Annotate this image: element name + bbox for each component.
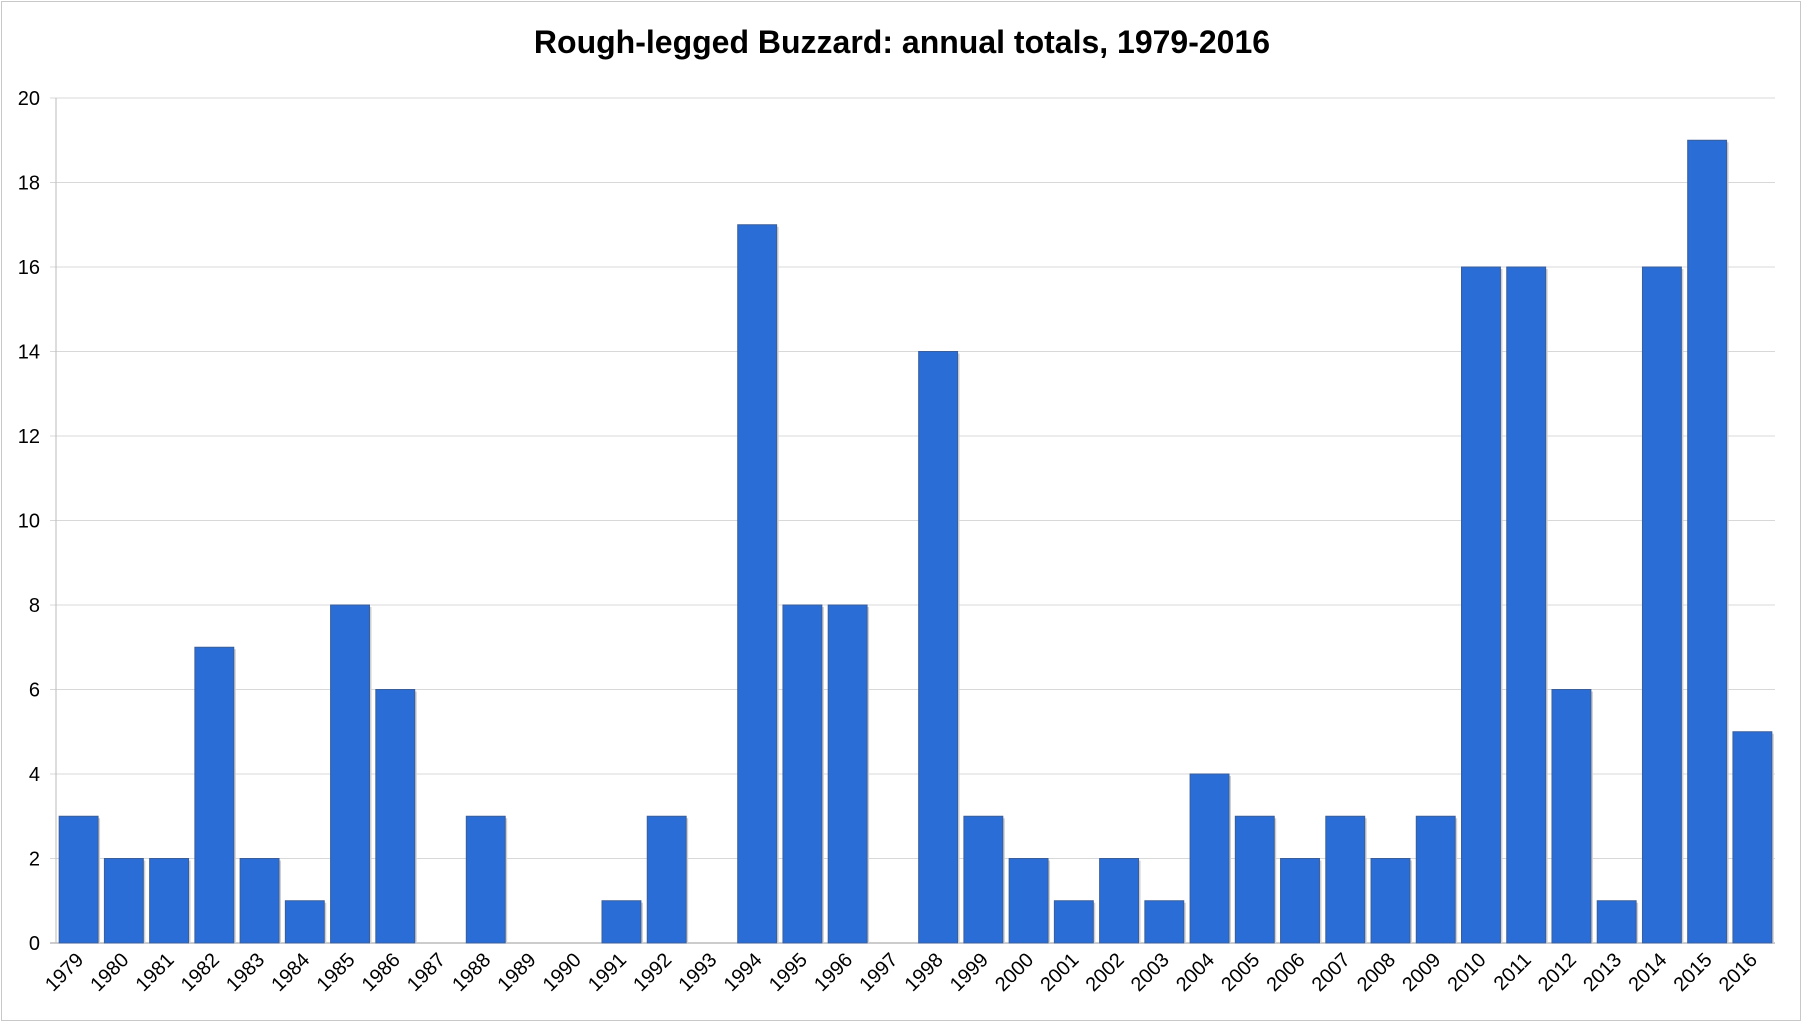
x-tick-label: 1995 [765, 949, 812, 996]
x-tick-label: 1985 [313, 949, 360, 996]
x-tick-label: 1992 [629, 949, 676, 996]
bar-1991 [601, 900, 642, 944]
x-tick-label: 1983 [222, 949, 269, 996]
bar-1999 [963, 815, 1004, 944]
bar-2009 [1415, 815, 1456, 944]
bar-2004 [1189, 773, 1230, 944]
x-tick-label: 1994 [720, 949, 767, 996]
y-tick-label: 12 [18, 426, 40, 448]
bar-2006 [1280, 858, 1320, 944]
x-tick-label: 1990 [539, 949, 586, 996]
x-tick-label: 1988 [448, 949, 495, 996]
bar-1994 [737, 224, 778, 944]
y-tick-label: 18 [18, 173, 40, 195]
y-tick-label: 16 [18, 257, 40, 279]
x-tick-label: 2003 [1127, 949, 1174, 996]
x-tick-label: 1998 [901, 949, 948, 996]
x-tick-label: 2000 [991, 949, 1038, 996]
x-tick-label: 1980 [86, 949, 133, 996]
x-tick-label: 1997 [855, 949, 902, 996]
x-tick-label: 1984 [267, 949, 314, 996]
x-tick-label: 1999 [946, 949, 993, 996]
bar-2013 [1596, 900, 1637, 944]
bar-2016 [1732, 731, 1773, 944]
bar-2003 [1144, 900, 1185, 944]
y-tick-label: 14 [18, 342, 40, 364]
chart-title: Rough-legged Buzzard: annual totals, 197… [533, 24, 1271, 60]
x-tick-label: 2002 [1082, 949, 1129, 996]
y-tick-label: 6 [29, 680, 40, 702]
x-tick-label: 1979 [41, 949, 88, 996]
bar-2012 [1551, 689, 1592, 944]
y-tick-label: 8 [29, 595, 40, 617]
x-tick-label: 2004 [1172, 949, 1219, 996]
x-tick-label: 2006 [1263, 949, 1310, 996]
bar-1992 [646, 815, 687, 944]
bar-1983 [239, 858, 280, 944]
bar-2010 [1461, 266, 1501, 944]
x-tick-label: 2013 [1579, 949, 1626, 996]
x-tick-label: 1993 [674, 949, 721, 996]
y-tick-label: 0 [29, 933, 40, 955]
bar-2008 [1370, 858, 1411, 944]
bar-1998 [918, 351, 959, 944]
x-tick-label: 2007 [1308, 949, 1355, 996]
x-tick-label: 1982 [177, 949, 224, 996]
bar-1986 [375, 689, 416, 944]
x-tick-label: 1989 [493, 949, 540, 996]
bar-1996 [827, 604, 868, 944]
x-tick-label: 1996 [810, 949, 857, 996]
bar-2005 [1234, 815, 1275, 944]
bar-1980 [103, 858, 144, 944]
bar-2000 [1008, 858, 1049, 944]
x-tick-label: 2011 [1490, 949, 1536, 995]
bar-2011 [1506, 266, 1547, 944]
x-tick-label: 2008 [1353, 949, 1400, 996]
x-tick-label: 1986 [358, 949, 405, 996]
bar-1984 [284, 900, 325, 944]
y-tick-label: 2 [29, 849, 40, 871]
bar-1982 [194, 646, 235, 944]
y-tick-label: 20 [18, 88, 40, 110]
x-tick-label: 2016 [1715, 949, 1762, 996]
x-tick-label: 2012 [1534, 949, 1581, 996]
bar-2001 [1053, 900, 1094, 944]
y-tick-label: 10 [18, 511, 40, 533]
bar-2007 [1325, 815, 1366, 944]
x-tick-label: 2010 [1443, 949, 1490, 996]
x-tick-label: 2009 [1398, 949, 1445, 996]
bar-1981 [149, 858, 190, 944]
bar-2015 [1687, 139, 1728, 944]
bar-2014 [1641, 266, 1682, 944]
bar-1979 [58, 815, 99, 944]
x-tick-label: 2001 [1036, 949, 1083, 996]
bar-1988 [465, 815, 506, 944]
x-tick-label: 2005 [1217, 949, 1264, 996]
bar-1995 [782, 604, 823, 944]
x-tick-label: 1991 [584, 949, 631, 996]
bar-1985 [330, 604, 370, 944]
y-tick-label: 4 [29, 764, 40, 786]
x-tick-label: 1981 [132, 949, 179, 996]
x-tick-label: 2014 [1624, 949, 1671, 996]
bar-2002 [1099, 858, 1140, 944]
x-tick-label: 1987 [403, 949, 450, 996]
x-tick-label: 2015 [1670, 949, 1717, 996]
